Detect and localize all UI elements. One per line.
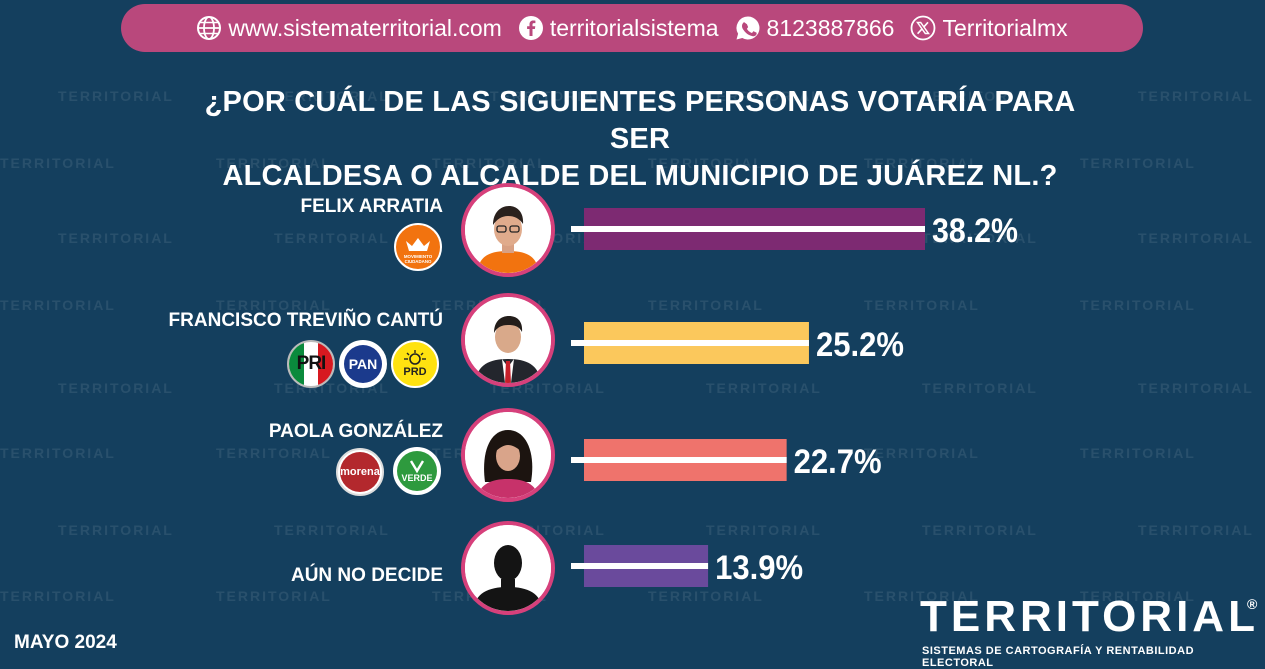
pan-logo-text: PAN [348,356,378,372]
whatsapp-text: 8123887866 [766,14,895,41]
candidate-name-1: FELIX ARRATIA [300,196,444,217]
person-avatar-icon [465,187,551,273]
title-line-1: ¿POR CUÁL DE LAS SIGUIENTES PERSONAS VOT… [204,86,1076,155]
whatsapp-icon [736,16,760,40]
toucan-icon [409,460,425,473]
candidate-photo-2 [461,293,555,387]
person-avatar-icon [465,297,551,383]
candidate-photo-3 [461,408,555,502]
morena-party-logo: morena [336,448,384,496]
whatsapp-link[interactable]: 8123887866 [735,14,895,42]
mc-logo-text-2: CIUDADANO [405,259,432,264]
person-avatar-icon [465,412,551,498]
candidate-name-2: FRANCISCO TREVIÑO CANTÚ [168,310,443,331]
territorial-brand-logo: TERRITORIAL [920,592,1259,641]
candidate-photo-1 [461,183,555,277]
prd-party-logo: PRD [391,340,439,388]
bar-value-label-3: 22.7% [794,443,882,481]
sun-icon [404,350,426,365]
mc-logo-text: MOVIMIENTO [404,254,433,259]
x-text: Territorialmx [942,14,1068,41]
bar-stripe-2 [571,340,809,346]
bar-stripe-1 [571,226,925,232]
candidate-name-3: PAOLA GONZÁLEZ [268,421,443,442]
title-line-2: ALCALDESA O ALCALDE DEL MUNICIPIO DE JUÁ… [222,160,1058,192]
pri-logo-text: PRI [296,353,327,374]
bar-stripe-3 [571,457,787,463]
pri-party-logo: PRI [287,340,335,388]
contact-bar: www.sistematerritorial.com territorialsi… [121,4,1143,52]
facebook-link[interactable]: territorialsistema [518,15,719,42]
brand-tagline: SISTEMAS DE CARTOGRAFÍA Y RENTABILIDAD E… [922,645,1195,669]
facebook-text: territorialsistema [549,14,719,41]
verde-logo-text: VERDE [401,473,433,483]
pan-party-logo: PAN [339,340,387,388]
website-link[interactable]: www.sistematerritorial.com [196,15,502,42]
morena-logo-text: morena [340,466,380,478]
bar-value-label-2: 25.2% [816,326,904,364]
bar-value-label-1: 38.2% [932,212,1018,250]
prd-logo-text: PRD [403,366,427,378]
bar-value-label-4: 13.9% [715,549,803,587]
website-text: www.sistematerritorial.com [228,14,502,41]
mc-party-logo: MOVIMIENTO CIUDADANO [394,223,442,271]
facebook-icon [518,16,543,40]
bar-stripe-4 [571,563,709,569]
candidate-name-4: AÚN NO DECIDE [290,565,443,586]
verde-party-logo: VERDE [393,447,441,495]
undecided-silhouette [461,521,555,615]
globe-icon [197,16,222,40]
chart-title: ¿POR CUÁL DE LAS SIGUIENTES PERSONAS VOT… [200,84,1080,195]
silhouette-icon [465,525,551,611]
x-logo-icon [911,15,936,41]
registered-mark: ® [1247,596,1258,612]
eagle-icon: MOVIMIENTO CIUDADANO [404,238,433,264]
x-link[interactable]: Territorialmx [910,14,1068,42]
survey-date: MAYO 2024 [14,632,117,653]
